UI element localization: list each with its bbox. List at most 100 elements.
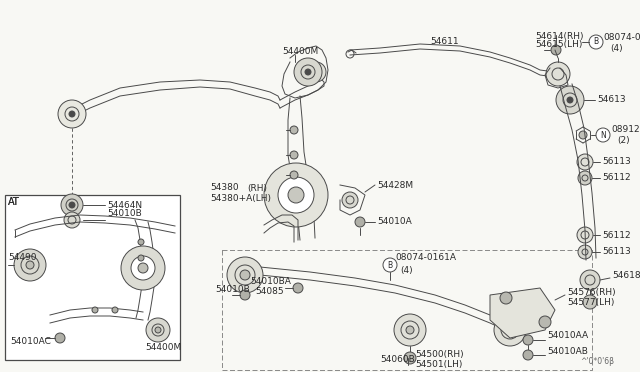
Text: B: B xyxy=(593,38,598,46)
Circle shape xyxy=(394,314,426,346)
Circle shape xyxy=(155,327,161,333)
Circle shape xyxy=(288,187,304,203)
Circle shape xyxy=(14,249,46,281)
Circle shape xyxy=(64,212,80,228)
Text: 56113: 56113 xyxy=(602,157,631,167)
Circle shape xyxy=(293,283,303,293)
Circle shape xyxy=(138,263,148,273)
Circle shape xyxy=(577,154,593,170)
Circle shape xyxy=(290,151,298,159)
Circle shape xyxy=(240,290,250,300)
Circle shape xyxy=(578,245,592,259)
Circle shape xyxy=(596,128,610,142)
Circle shape xyxy=(138,239,144,245)
Text: 54576(RH): 54576(RH) xyxy=(567,288,616,296)
Circle shape xyxy=(92,307,98,313)
Text: ^'0*0'6β: ^'0*0'6β xyxy=(580,357,614,366)
Text: 54400M: 54400M xyxy=(282,48,318,57)
Text: 54577(LH): 54577(LH) xyxy=(567,298,614,307)
Circle shape xyxy=(500,292,512,304)
Text: 54500(RH): 54500(RH) xyxy=(415,350,463,359)
Text: B: B xyxy=(387,260,392,269)
Circle shape xyxy=(138,255,144,261)
Text: 54618: 54618 xyxy=(612,270,640,279)
Circle shape xyxy=(306,62,326,82)
Circle shape xyxy=(383,258,397,272)
Text: 56113: 56113 xyxy=(602,247,631,257)
Circle shape xyxy=(131,256,155,280)
Circle shape xyxy=(546,62,570,86)
Text: AT: AT xyxy=(8,197,20,207)
Circle shape xyxy=(112,307,118,313)
Text: (2): (2) xyxy=(617,137,630,145)
Text: (4): (4) xyxy=(610,44,623,52)
Circle shape xyxy=(404,352,416,364)
Circle shape xyxy=(583,295,597,309)
Circle shape xyxy=(523,350,533,360)
Circle shape xyxy=(523,335,533,345)
Text: 54501(LH): 54501(LH) xyxy=(415,360,462,369)
Text: 08074-0251A: 08074-0251A xyxy=(603,33,640,42)
Text: 54010AA: 54010AA xyxy=(547,331,588,340)
Text: (RH): (RH) xyxy=(247,183,267,192)
Circle shape xyxy=(69,111,75,117)
Text: 54010AB: 54010AB xyxy=(547,346,588,356)
Text: 56112: 56112 xyxy=(602,173,630,183)
Circle shape xyxy=(355,217,365,227)
Circle shape xyxy=(494,314,526,346)
Text: 54615(LH): 54615(LH) xyxy=(535,41,582,49)
Circle shape xyxy=(567,97,573,103)
Text: 54010B: 54010B xyxy=(107,209,141,218)
Circle shape xyxy=(551,45,561,55)
Circle shape xyxy=(580,270,600,290)
Circle shape xyxy=(577,227,593,243)
Circle shape xyxy=(290,126,298,134)
Text: 54380+A(LH): 54380+A(LH) xyxy=(210,193,271,202)
Text: 54010A: 54010A xyxy=(377,218,412,227)
Circle shape xyxy=(278,177,314,213)
Circle shape xyxy=(58,100,86,128)
Circle shape xyxy=(240,270,250,280)
Circle shape xyxy=(305,69,311,75)
Text: 08074-0161A: 08074-0161A xyxy=(395,253,456,263)
Text: 54428M: 54428M xyxy=(377,180,413,189)
Circle shape xyxy=(26,261,34,269)
Circle shape xyxy=(121,246,165,290)
Text: 54380: 54380 xyxy=(210,183,239,192)
Text: 54611: 54611 xyxy=(430,38,459,46)
Text: 54614(RH): 54614(RH) xyxy=(535,32,584,41)
Circle shape xyxy=(539,316,551,328)
Text: 08912-3401A: 08912-3401A xyxy=(611,125,640,134)
Circle shape xyxy=(290,171,298,179)
Circle shape xyxy=(294,58,322,86)
Circle shape xyxy=(55,333,65,343)
Circle shape xyxy=(227,257,263,293)
Circle shape xyxy=(578,171,592,185)
Circle shape xyxy=(406,326,414,334)
Text: AT: AT xyxy=(8,197,20,207)
Text: 54060B: 54060B xyxy=(380,356,415,365)
Text: 54085: 54085 xyxy=(255,288,284,296)
Polygon shape xyxy=(490,288,555,338)
Circle shape xyxy=(342,192,358,208)
Circle shape xyxy=(264,163,328,227)
Circle shape xyxy=(556,86,584,114)
Circle shape xyxy=(69,202,75,208)
Text: N: N xyxy=(600,131,606,140)
Bar xyxy=(222,250,592,370)
Circle shape xyxy=(506,326,514,334)
Text: 54464N: 54464N xyxy=(107,201,142,209)
Bar xyxy=(5,195,180,360)
Text: 54010B: 54010B xyxy=(215,285,250,294)
Text: 56112: 56112 xyxy=(602,231,630,240)
Text: 54613: 54613 xyxy=(597,96,626,105)
Circle shape xyxy=(589,35,603,49)
Text: 54010AC: 54010AC xyxy=(10,337,51,346)
Circle shape xyxy=(579,131,587,139)
Text: 54490: 54490 xyxy=(8,253,36,263)
Text: 54010BA: 54010BA xyxy=(250,278,291,286)
Circle shape xyxy=(61,194,83,216)
Text: (4): (4) xyxy=(400,266,413,275)
Text: 54400M: 54400M xyxy=(145,343,181,353)
Circle shape xyxy=(146,318,170,342)
